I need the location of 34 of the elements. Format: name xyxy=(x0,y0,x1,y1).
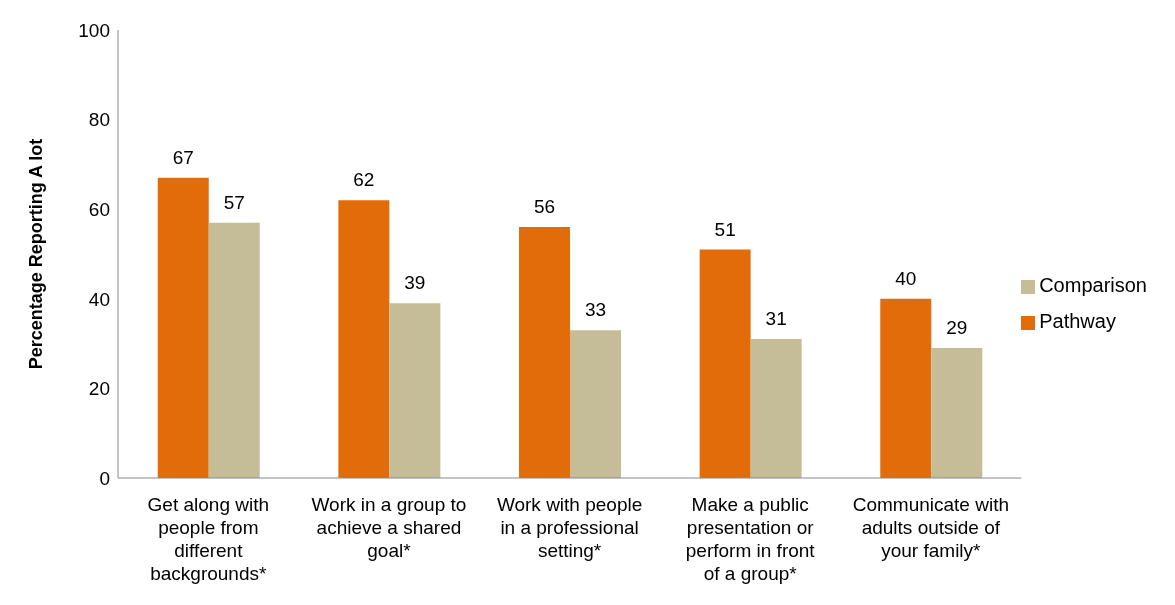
data-label: 40 xyxy=(895,267,917,289)
bar xyxy=(208,222,260,478)
x-tick-label: Make a public presentation or perform in front of a group* xyxy=(685,494,816,584)
bar xyxy=(880,298,932,478)
bar xyxy=(338,200,390,478)
legend-label: Comparison xyxy=(1039,274,1147,296)
x-tick-label: Work with people in a professional setting* xyxy=(496,494,643,561)
bar xyxy=(570,330,622,478)
data-label: 62 xyxy=(353,169,375,191)
y-tick-label: 40 xyxy=(88,288,110,310)
bar xyxy=(519,227,571,478)
data-label: 33 xyxy=(584,299,607,321)
y-tick-label: 60 xyxy=(88,198,110,220)
y-tick-label: 0 xyxy=(99,467,110,489)
y-tick-label: 80 xyxy=(88,109,110,131)
y-tick-label: 100 xyxy=(78,19,110,41)
bar xyxy=(750,339,802,478)
x-tick-label: Get along with people from different backgrounds* xyxy=(147,494,270,584)
data-label: 67 xyxy=(172,146,194,168)
y-axis-title: Percentage Reporting A lot xyxy=(26,138,47,370)
bar xyxy=(699,249,751,478)
x-tick-label: Communicate with adults outside of your family* xyxy=(852,494,1009,561)
data-label: 29 xyxy=(946,317,968,339)
bar xyxy=(157,177,209,478)
y-tick-label: 20 xyxy=(88,378,110,400)
legend-label: Pathway xyxy=(1039,310,1116,332)
data-label: 39 xyxy=(404,272,426,294)
data-label: 56 xyxy=(533,196,556,218)
data-label: 31 xyxy=(765,308,787,330)
data-label: 51 xyxy=(714,218,736,240)
data-label: 57 xyxy=(223,191,245,213)
bar xyxy=(389,303,441,478)
x-tick-label: Work in a group to achieve a shared goal* xyxy=(311,494,467,561)
bar xyxy=(931,348,983,478)
